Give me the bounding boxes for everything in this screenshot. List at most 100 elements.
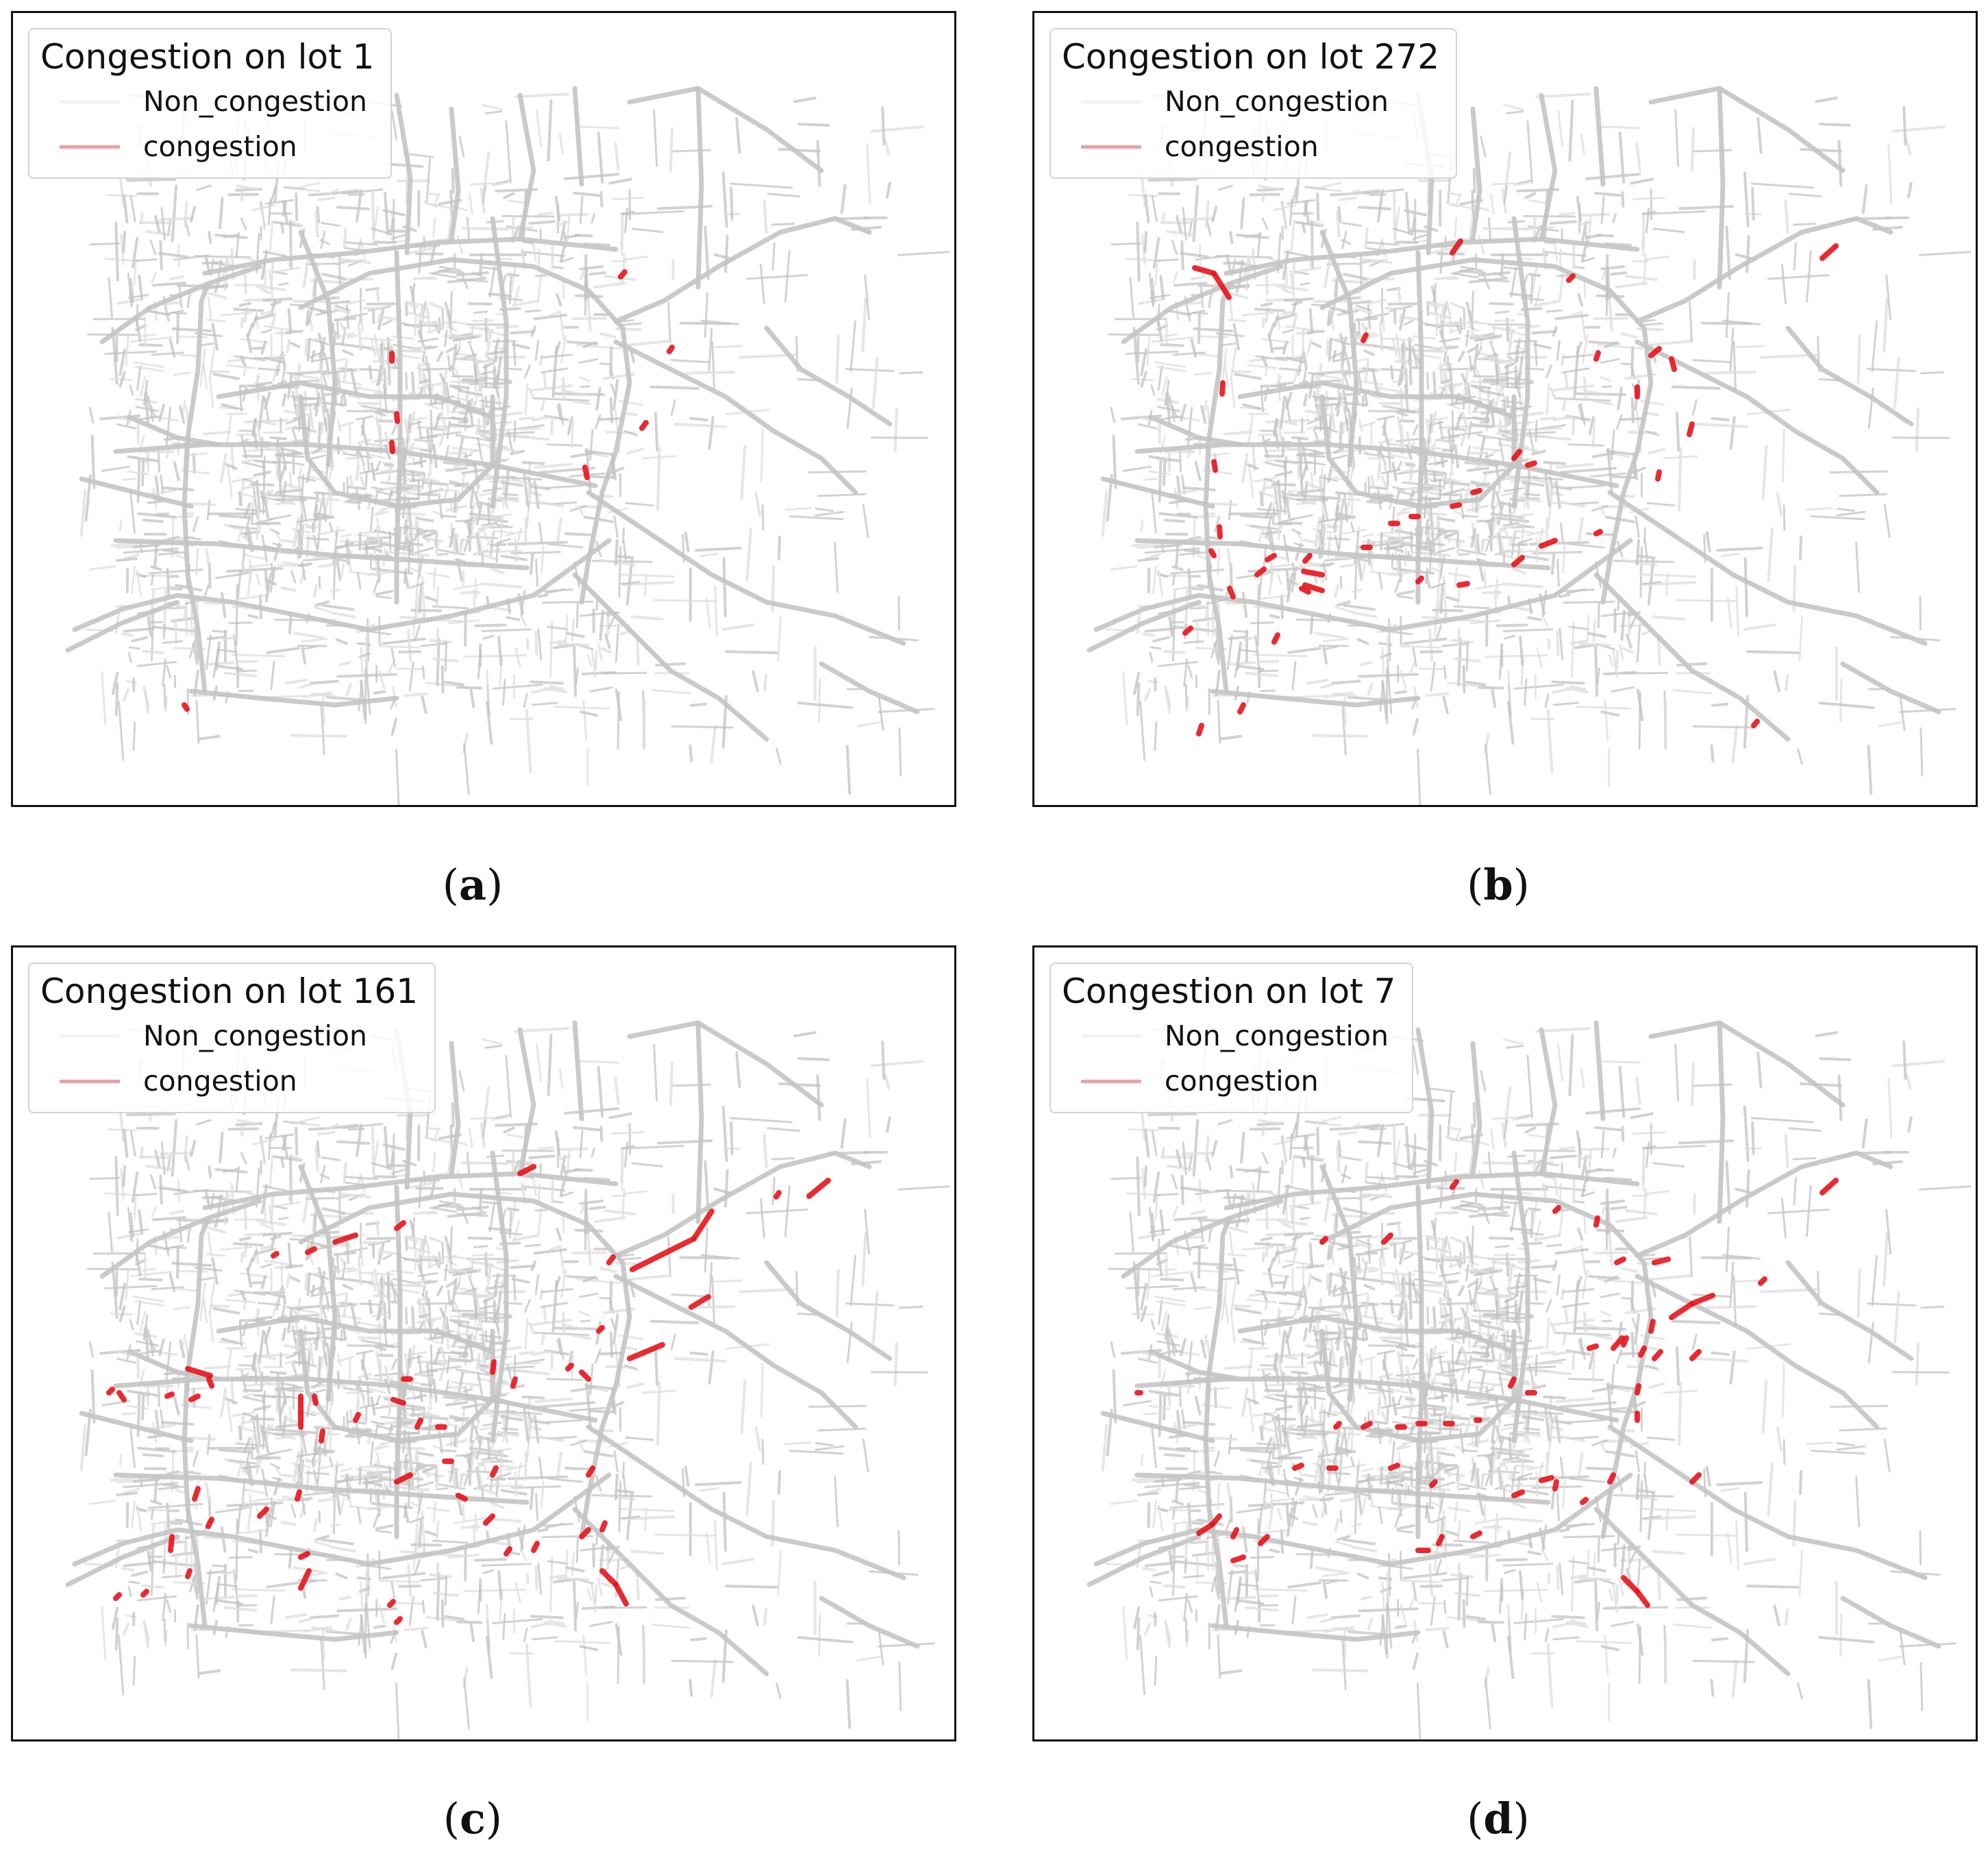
- road-segment: [241, 458, 254, 464]
- road-segment: [1504, 634, 1516, 640]
- road-segment: [1632, 197, 1666, 201]
- road-segment: [1468, 355, 1473, 372]
- road-segment: [556, 1452, 562, 1476]
- road-segment: [1405, 431, 1411, 447]
- road-segment: [1303, 393, 1308, 407]
- road-segment: [623, 256, 648, 261]
- road-segment: [1617, 386, 1623, 411]
- road-segment: [208, 231, 212, 245]
- road-segment: [403, 571, 410, 589]
- road-segment: [1392, 486, 1406, 491]
- legend-label-congestion-a: congestion: [143, 130, 297, 163]
- road-segment: [763, 673, 768, 691]
- road-segment: [90, 1369, 96, 1424]
- road-segment: [1571, 621, 1575, 678]
- road-segment: [220, 1526, 227, 1553]
- road-segment: [511, 476, 543, 481]
- road-segment: [1154, 721, 1158, 752]
- road-segment: [1293, 364, 1300, 382]
- congestion-segment: [1192, 265, 1217, 276]
- road-segment: [510, 1485, 561, 1489]
- road-segment: [1450, 301, 1465, 310]
- road-segment: [149, 1174, 157, 1190]
- road-segment: [357, 1256, 362, 1286]
- road-segment: [342, 391, 347, 406]
- road-segment: [1601, 269, 1607, 281]
- road-segment: [408, 661, 414, 692]
- road-segment: [432, 217, 436, 238]
- road-segment: [236, 660, 258, 663]
- road-segment: [1495, 529, 1504, 536]
- road-segment: [1587, 632, 1606, 638]
- road-segment: [1621, 191, 1625, 208]
- road-segment: [1241, 453, 1249, 483]
- road-segment: [815, 1442, 834, 1447]
- road-segment: [266, 489, 269, 504]
- road-segment: [714, 585, 718, 637]
- congestion-segment: [1299, 586, 1311, 595]
- road-segment: [846, 1322, 853, 1363]
- road-segment: [317, 332, 324, 349]
- road-segment: [524, 1451, 527, 1481]
- road-segment: [656, 1381, 661, 1446]
- road-segment: [336, 673, 397, 678]
- road-segment: [1184, 549, 1201, 554]
- road-segment: [136, 364, 142, 391]
- road-segment: [407, 628, 412, 662]
- road-segment: [384, 463, 395, 467]
- road-segment: [491, 1116, 508, 1121]
- road-segment: [1389, 453, 1408, 460]
- major-road: [298, 257, 632, 605]
- road-segment: [1240, 197, 1245, 230]
- road-segment: [1340, 310, 1351, 314]
- road-segment: [1380, 532, 1383, 551]
- road-segment: [466, 521, 471, 534]
- road-segment: [370, 336, 377, 358]
- road-segment: [429, 461, 432, 476]
- road-segment: [1147, 177, 1198, 182]
- road-segment: [279, 465, 286, 482]
- road-segment: [1176, 214, 1182, 233]
- road-segment: [1298, 380, 1308, 386]
- road-segment: [1434, 275, 1457, 281]
- road-segment: [360, 337, 394, 342]
- road-segment: [221, 403, 240, 410]
- road-segment: [1491, 689, 1497, 708]
- road-segment: [1148, 455, 1180, 462]
- road-segment: [1215, 255, 1273, 259]
- road-segment: [641, 1389, 677, 1394]
- road-segment: [161, 1420, 195, 1426]
- road-segment: [277, 282, 289, 286]
- road-segment: [511, 1411, 543, 1415]
- road-segment: [1397, 525, 1402, 544]
- road-segment: [599, 1297, 612, 1300]
- road-segment: [456, 1169, 464, 1189]
- road-segment: [1150, 488, 1157, 534]
- road-segment: [206, 1570, 225, 1575]
- road-segment: [131, 1570, 149, 1577]
- road-segment: [571, 618, 575, 642]
- road-segment: [160, 1409, 164, 1429]
- road-segment: [1562, 399, 1567, 412]
- road-segment: [1566, 484, 1605, 489]
- road-segment: [594, 414, 601, 430]
- road-segment: [559, 246, 566, 263]
- road-segment: [173, 1306, 191, 1311]
- road-segment: [575, 667, 580, 685]
- road-segment: [432, 1539, 469, 1544]
- road-segment: [342, 1284, 353, 1291]
- road-segment: [1610, 271, 1628, 276]
- road-segment: [1645, 430, 1660, 436]
- road-segment: [1269, 614, 1280, 619]
- road-segment: [1437, 530, 1450, 537]
- road-segment: [368, 453, 387, 460]
- road-segment: [114, 1617, 119, 1650]
- road-segment: [381, 637, 426, 645]
- road-segment: [293, 522, 299, 548]
- road-segment: [578, 358, 599, 364]
- road-segment: [301, 637, 328, 643]
- road-segment: [129, 277, 135, 303]
- road-segment: [1502, 582, 1543, 588]
- road-segment: [373, 1175, 397, 1178]
- major-road: [1223, 236, 1640, 276]
